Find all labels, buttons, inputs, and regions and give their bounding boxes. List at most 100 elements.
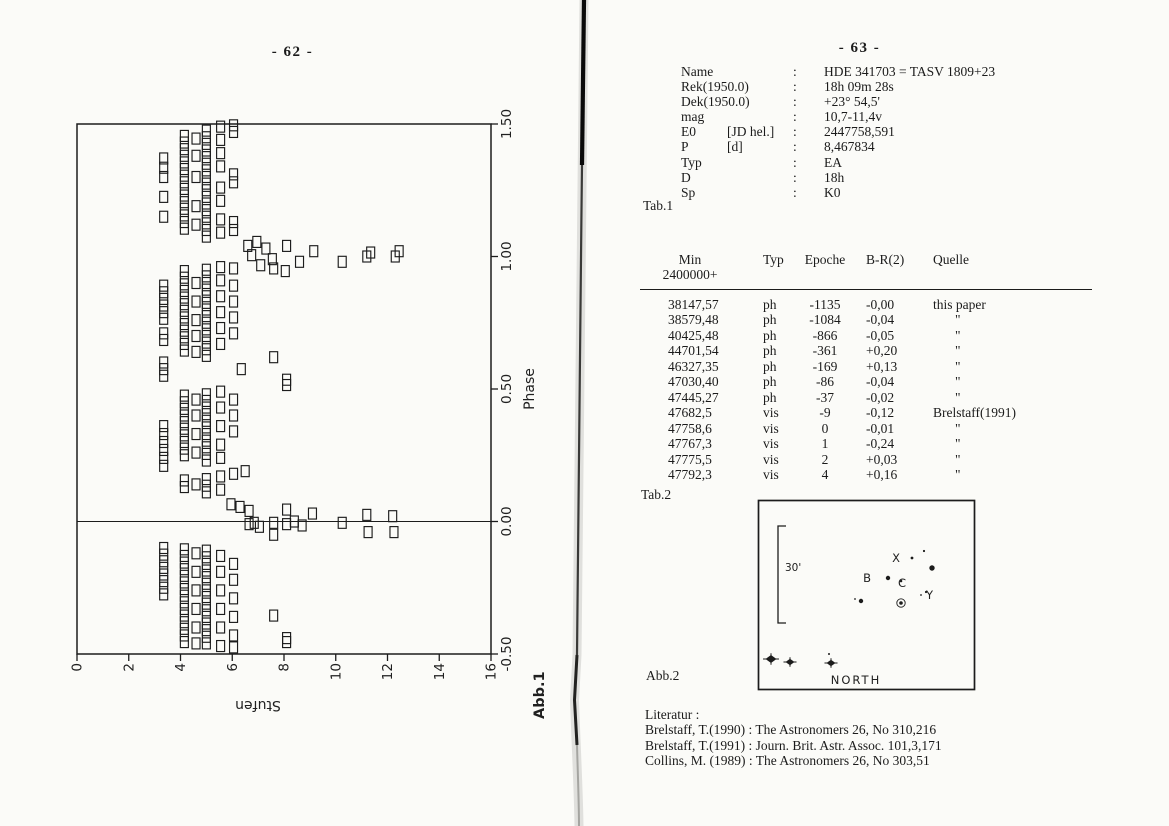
minima-cell: ph bbox=[763, 297, 777, 312]
data-point-square bbox=[261, 242, 271, 255]
data-point-square bbox=[201, 617, 211, 630]
minima-cell: ph bbox=[763, 389, 777, 405]
data-point-square bbox=[191, 547, 201, 560]
data-point-square bbox=[216, 321, 226, 335]
data-point-square bbox=[201, 584, 211, 597]
data-point-square bbox=[269, 351, 279, 364]
data-point-square bbox=[191, 427, 201, 441]
minima-cell: +0,20 bbox=[866, 343, 898, 359]
table1-key: Dek(1950.0) bbox=[681, 94, 750, 110]
table1-colon: : bbox=[793, 79, 797, 95]
minima-cell: -169 bbox=[812, 358, 838, 374]
data-point-square bbox=[179, 636, 189, 649]
figure2-caption: Abb.2 bbox=[646, 668, 680, 683]
data-point-square bbox=[179, 389, 189, 402]
table1-row: Rek(1950.0): 18h 09m 28s bbox=[681, 79, 995, 94]
literature-heading: Literatur : bbox=[645, 707, 700, 722]
minima-table-row: 44701,54 ph -361 +0,20 " bbox=[640, 343, 1092, 358]
data-point-square bbox=[201, 290, 211, 303]
data-point-square bbox=[179, 449, 189, 462]
minima-cell: 38579,48 bbox=[668, 312, 719, 328]
data-point-square bbox=[159, 443, 169, 457]
data-point-square bbox=[179, 409, 189, 422]
table2-caption: Tab.2 bbox=[641, 487, 672, 502]
data-point-square bbox=[179, 629, 189, 642]
minima-table-row: 38147,57 ph -1135 -0,00 this paper bbox=[640, 297, 1092, 312]
minima-cell: 47767,3 bbox=[668, 436, 712, 452]
phase-axis-label: Phase bbox=[522, 368, 538, 410]
data-point-square bbox=[201, 447, 211, 460]
data-point-square bbox=[201, 571, 211, 584]
data-point-square bbox=[179, 278, 189, 291]
data-point-square bbox=[216, 438, 226, 451]
data-point-square bbox=[179, 215, 189, 229]
data-point-square bbox=[179, 331, 189, 344]
column-header-br: B-R(2) bbox=[866, 252, 905, 267]
data-point-square bbox=[201, 283, 211, 296]
data-point-square bbox=[216, 274, 226, 287]
table1-value: 18h 09m 28s bbox=[824, 79, 894, 95]
data-point-square bbox=[294, 255, 305, 268]
reference-entry: Brelstaff, T.(1991) : Journ. Brit. Astr.… bbox=[645, 737, 942, 753]
data-point-square bbox=[254, 520, 264, 533]
minima-table-row: 47792,3 vis 4 +0,16 " bbox=[640, 467, 1092, 482]
data-point-square bbox=[201, 197, 211, 210]
minima-cell: +0,03 bbox=[866, 451, 898, 467]
data-point-square bbox=[159, 369, 169, 382]
data-point-square bbox=[216, 470, 226, 483]
table1-row: Name: HDE 341703 = TASV 1809+23 bbox=[681, 64, 995, 79]
table1-value: HDE 341703 = TASV 1809+23 bbox=[824, 64, 996, 79]
data-point-square bbox=[216, 213, 226, 226]
data-point-square bbox=[179, 291, 189, 304]
data-point-square bbox=[159, 306, 169, 319]
minima-cell: ph bbox=[763, 374, 777, 390]
data-point-square bbox=[159, 363, 169, 376]
data-point-square bbox=[191, 295, 201, 308]
data-point-square bbox=[179, 182, 189, 196]
data-point-square bbox=[159, 327, 169, 340]
data-point-square bbox=[201, 557, 211, 570]
data-point-square bbox=[159, 561, 169, 574]
data-point-square bbox=[201, 427, 211, 441]
data-point-square bbox=[228, 425, 239, 438]
column-header-min: Min 2400000+ bbox=[662, 252, 718, 282]
minima-cell: ph bbox=[763, 312, 777, 328]
minima-cell: -86 bbox=[816, 374, 834, 390]
column-header-typ: Typ bbox=[763, 252, 784, 267]
table1-unit: [d] bbox=[727, 139, 743, 155]
data-point-square bbox=[201, 388, 211, 401]
data-point-square bbox=[307, 507, 318, 520]
data-point-square bbox=[201, 408, 211, 421]
data-point-square bbox=[216, 621, 226, 634]
data-point-square bbox=[388, 510, 398, 523]
data-point-square bbox=[216, 290, 226, 303]
table1-key: Rek(1950.0) bbox=[681, 79, 749, 95]
data-point-square bbox=[201, 276, 211, 290]
phase-tick-label: 0.00 bbox=[499, 506, 515, 536]
table1-colon: : bbox=[793, 64, 797, 79]
spine-line-mid bbox=[575, 164, 584, 656]
minima-cell: ph bbox=[763, 343, 777, 359]
table1-row: D: 18h bbox=[681, 170, 995, 185]
data-point-square bbox=[179, 265, 189, 278]
data-point-square bbox=[309, 245, 319, 258]
minima-cell: " bbox=[955, 312, 961, 328]
data-point-square bbox=[228, 279, 239, 292]
data-point-square bbox=[201, 316, 211, 329]
data-point-square bbox=[191, 329, 201, 343]
stufen-tick-label: 2 bbox=[121, 663, 137, 672]
data-point-square bbox=[179, 556, 189, 569]
data-point-square bbox=[191, 584, 201, 597]
table1-unit: [JD hel.] bbox=[727, 124, 775, 140]
data-point-square bbox=[216, 306, 226, 319]
data-point-square bbox=[228, 592, 239, 605]
data-point-square bbox=[179, 602, 189, 616]
table1-value: +23° 54,5' bbox=[824, 94, 880, 110]
data-point-square bbox=[282, 518, 292, 531]
data-point-square bbox=[179, 480, 189, 494]
data-point-square bbox=[337, 516, 347, 529]
data-point-square bbox=[228, 223, 239, 237]
data-point-square bbox=[179, 616, 189, 629]
data-point-square bbox=[159, 451, 169, 464]
literature-section: Literatur : Brelstaff, T.(1990) : The As… bbox=[645, 707, 942, 768]
